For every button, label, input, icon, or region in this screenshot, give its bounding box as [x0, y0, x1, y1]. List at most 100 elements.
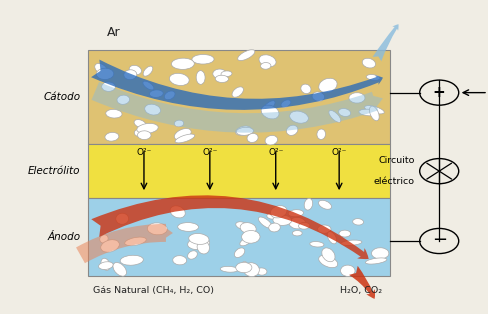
Ellipse shape: [234, 248, 245, 257]
Ellipse shape: [213, 69, 226, 78]
Ellipse shape: [322, 248, 335, 262]
Ellipse shape: [113, 263, 126, 276]
Ellipse shape: [319, 200, 331, 209]
Ellipse shape: [366, 258, 387, 264]
Ellipse shape: [369, 106, 379, 121]
Ellipse shape: [138, 131, 151, 139]
Ellipse shape: [95, 63, 107, 74]
FancyArrowPatch shape: [91, 60, 383, 110]
Ellipse shape: [365, 106, 384, 114]
Ellipse shape: [366, 75, 380, 80]
Text: −: −: [432, 231, 447, 249]
Ellipse shape: [171, 58, 194, 69]
Ellipse shape: [341, 240, 362, 246]
Ellipse shape: [247, 133, 258, 143]
Ellipse shape: [173, 256, 186, 265]
Ellipse shape: [178, 223, 199, 231]
Bar: [88, 198, 390, 276]
Text: O²⁻: O²⁻: [268, 148, 284, 157]
Ellipse shape: [174, 128, 191, 140]
FancyArrowPatch shape: [373, 24, 399, 61]
Text: O²⁻: O²⁻: [331, 148, 347, 157]
Text: Ar: Ar: [107, 26, 121, 39]
Ellipse shape: [339, 109, 351, 116]
Ellipse shape: [221, 71, 232, 77]
Ellipse shape: [236, 126, 251, 135]
Ellipse shape: [371, 248, 389, 259]
Ellipse shape: [312, 92, 325, 101]
Ellipse shape: [105, 133, 119, 141]
Ellipse shape: [256, 268, 267, 275]
Ellipse shape: [240, 238, 251, 246]
Ellipse shape: [120, 255, 143, 265]
Ellipse shape: [188, 237, 210, 250]
Ellipse shape: [145, 104, 161, 115]
Ellipse shape: [359, 109, 378, 116]
Ellipse shape: [259, 55, 276, 67]
Ellipse shape: [262, 101, 275, 113]
Ellipse shape: [259, 217, 272, 228]
Ellipse shape: [197, 241, 209, 254]
Ellipse shape: [220, 266, 238, 272]
Ellipse shape: [241, 262, 248, 273]
Ellipse shape: [267, 213, 278, 219]
Text: Cátodo: Cátodo: [43, 92, 81, 102]
Ellipse shape: [317, 129, 325, 139]
Ellipse shape: [289, 217, 306, 229]
Ellipse shape: [175, 134, 195, 143]
Ellipse shape: [215, 75, 228, 83]
Ellipse shape: [125, 237, 146, 246]
Ellipse shape: [319, 255, 338, 268]
Ellipse shape: [349, 93, 365, 103]
Ellipse shape: [292, 230, 302, 236]
FancyArrowPatch shape: [91, 82, 383, 133]
Bar: [88, 144, 390, 198]
Ellipse shape: [269, 223, 280, 232]
Ellipse shape: [362, 58, 376, 68]
Ellipse shape: [102, 82, 115, 91]
FancyArrowPatch shape: [91, 195, 368, 259]
Ellipse shape: [143, 81, 154, 90]
Ellipse shape: [232, 87, 244, 97]
Ellipse shape: [240, 223, 256, 234]
Text: O²⁻: O²⁻: [136, 148, 152, 157]
Ellipse shape: [129, 65, 142, 75]
Ellipse shape: [265, 135, 278, 145]
Ellipse shape: [301, 84, 311, 94]
Ellipse shape: [187, 251, 197, 259]
Ellipse shape: [327, 231, 337, 244]
Ellipse shape: [169, 73, 189, 85]
Ellipse shape: [236, 263, 252, 273]
Ellipse shape: [147, 223, 167, 235]
Ellipse shape: [174, 120, 183, 127]
Ellipse shape: [329, 111, 341, 122]
Ellipse shape: [244, 263, 259, 277]
Ellipse shape: [236, 222, 249, 230]
Ellipse shape: [192, 54, 214, 64]
Ellipse shape: [242, 230, 260, 243]
Text: Gás Natural (CH₄, H₂, CO): Gás Natural (CH₄, H₂, CO): [93, 286, 214, 295]
Ellipse shape: [261, 105, 279, 119]
Text: Ánodo: Ánodo: [47, 232, 81, 242]
Ellipse shape: [288, 210, 304, 217]
Ellipse shape: [96, 68, 114, 79]
Text: Electrólito: Electrólito: [28, 166, 81, 176]
Ellipse shape: [310, 241, 324, 247]
FancyArrowPatch shape: [349, 266, 375, 299]
Ellipse shape: [134, 120, 146, 128]
Ellipse shape: [270, 206, 287, 218]
Bar: [88, 50, 390, 144]
Ellipse shape: [134, 129, 146, 137]
Text: +: +: [433, 85, 446, 100]
Ellipse shape: [281, 100, 291, 107]
Ellipse shape: [116, 213, 129, 224]
Ellipse shape: [101, 240, 120, 252]
Ellipse shape: [143, 66, 153, 76]
Ellipse shape: [100, 235, 108, 243]
Ellipse shape: [101, 258, 110, 270]
Ellipse shape: [196, 71, 205, 84]
Ellipse shape: [339, 230, 350, 237]
Ellipse shape: [236, 127, 254, 135]
Ellipse shape: [319, 78, 337, 93]
Text: eléctrico: eléctrico: [374, 177, 415, 186]
